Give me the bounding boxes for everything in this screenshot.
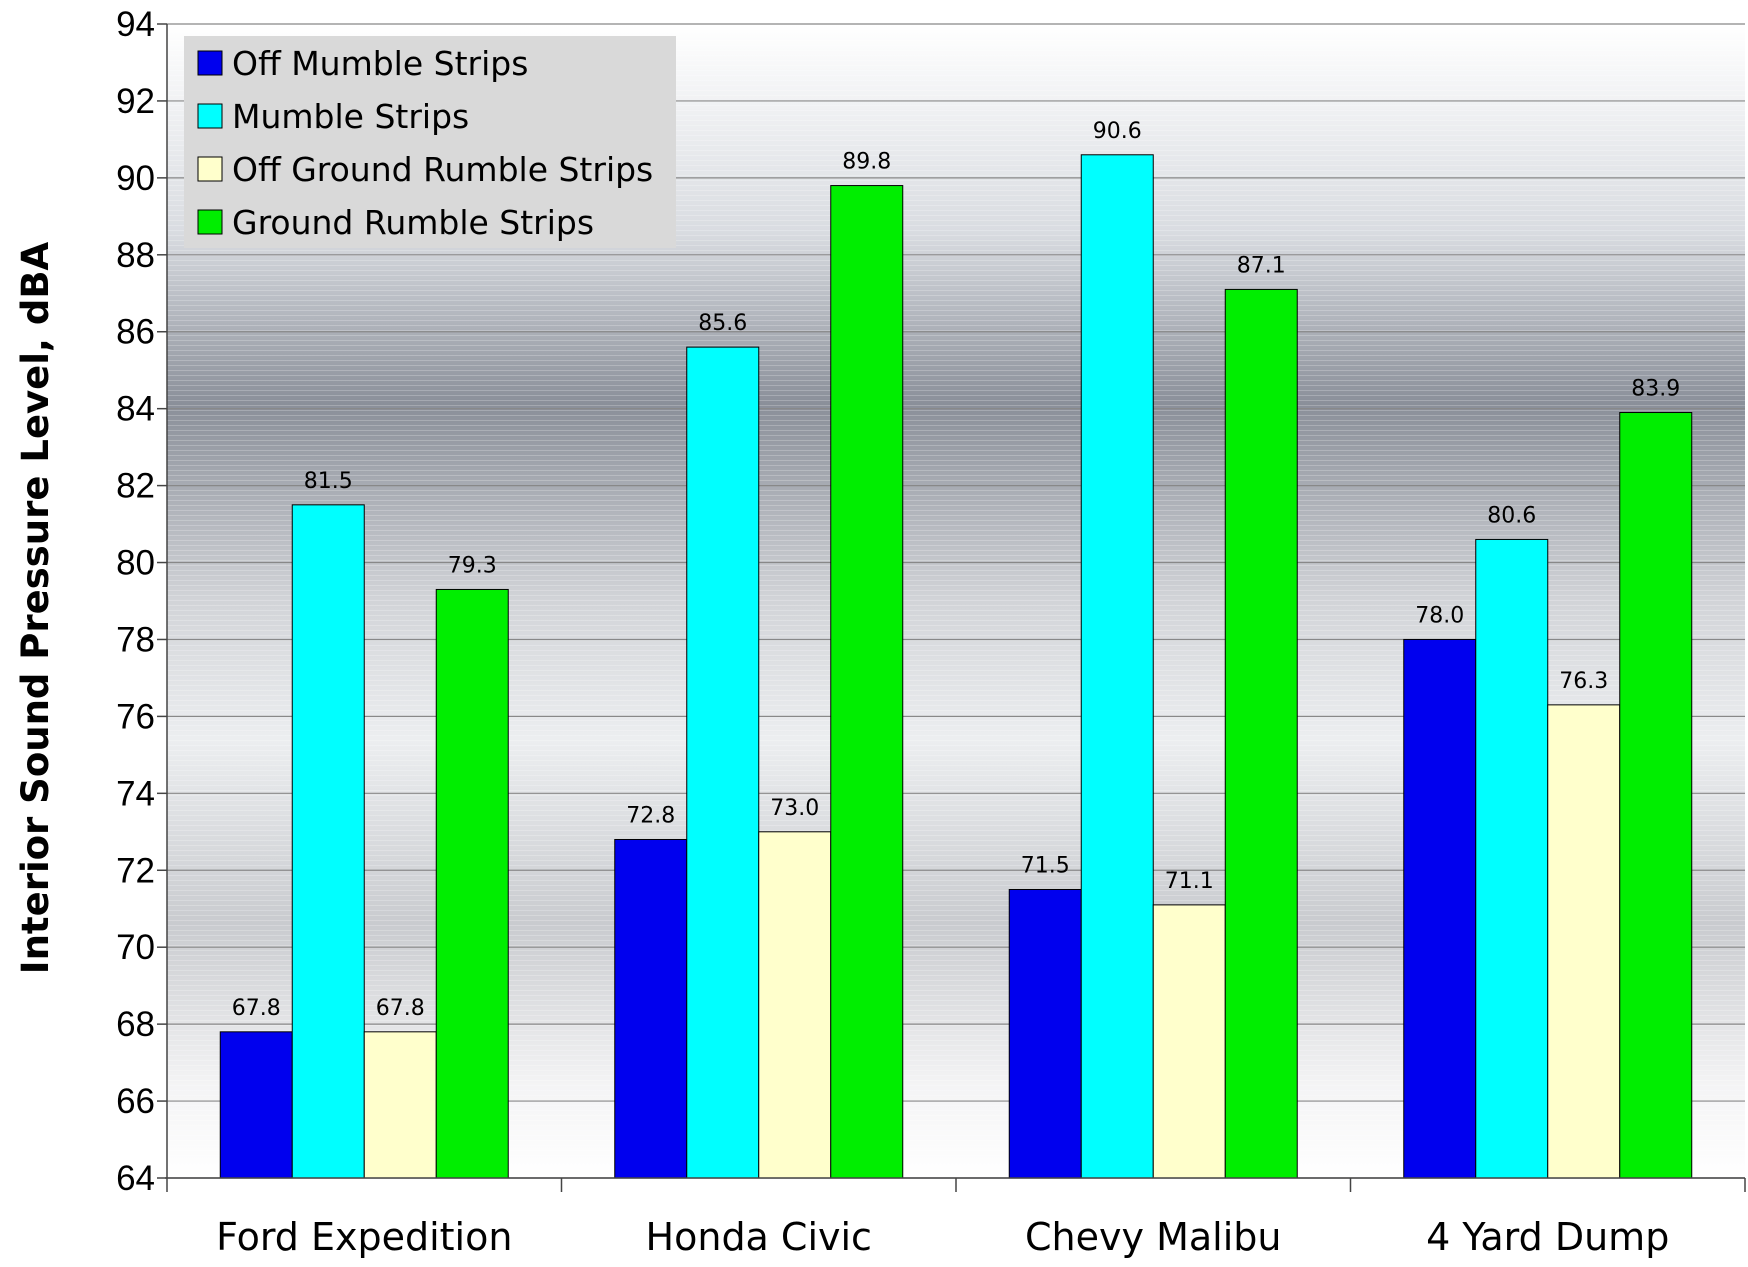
data-labels: 67.8 72.8 71.5 78.0 81.5 85.6 90.6 80.6 67.8 73.0… [232,119,1680,1021]
x-category-label: Chevy Malibu [1025,1215,1281,1259]
data-label: 71.1 [1165,869,1214,894]
bars [219,154,1693,1179]
legend-box [184,36,676,248]
legend-swatch [197,50,223,76]
bar [1403,638,1477,1179]
y-tick-label: 78 [116,620,155,659]
y-tick-label: 86 [116,313,155,352]
y-tick-label: 84 [116,390,155,429]
bar [291,504,365,1179]
legend-swatch [197,209,223,235]
y-axis-label: Interior Sound Pressure Level, dBA [14,241,57,974]
data-label: 73.0 [770,796,819,821]
bar [614,838,688,1179]
data-label: 78.0 [1415,603,1464,628]
data-label: 67.8 [232,996,281,1021]
y-tick-label: 66 [116,1082,155,1121]
x-category-label: Ford Expedition [216,1215,512,1259]
legend-swatch [197,156,223,182]
x-category-labels: Ford Expedition Honda Civic Chevy Malibu 4 … [216,1215,1669,1259]
data-label: 89.8 [842,150,891,175]
data-label: 80.6 [1487,503,1536,528]
y-tick-label: 68 [116,1005,155,1044]
y-tick-label: 92 [116,82,155,121]
axes [157,23,1746,1192]
data-label: 87.1 [1237,253,1286,278]
data-label: 67.8 [376,996,425,1021]
bar [1080,154,1154,1179]
x-category-label: 4 Yard Dump [1426,1215,1669,1259]
data-label: 79.3 [448,553,497,578]
data-label: 90.6 [1093,119,1142,144]
data-label: 72.8 [626,803,675,828]
y-tick-label: 88 [116,236,155,275]
y-tick-label: 64 [116,1159,155,1198]
bar [758,831,832,1179]
bar [219,1031,293,1179]
bar [1224,288,1298,1179]
bar [1547,704,1621,1179]
bar [1008,889,1082,1179]
y-tick-label: 74 [116,774,155,813]
y-tick-label: 70 [116,928,155,967]
legend-entry-label: Ground Rumble Strips [232,203,594,242]
data-label: 76.3 [1559,669,1608,694]
bar [363,1031,437,1179]
data-label: 81.5 [304,469,353,494]
bar [686,346,760,1179]
data-label: 71.5 [1021,854,1070,879]
y-tick-labels: 64 66 68 70 72 74 76 78 80 82 84 86 88 90 92 94 [116,5,155,1198]
data-label: 83.9 [1631,377,1680,402]
legend-entry-label: Off Mumble Strips [232,44,528,83]
bar [1152,904,1226,1179]
y-tick-label: 80 [116,544,155,583]
x-category-label: Honda Civic [646,1215,872,1259]
y-tick-label: 72 [116,851,155,890]
bar [1619,412,1693,1179]
y-tick-label: 82 [116,467,155,506]
y-tick-label: 94 [116,5,155,44]
y-tick-label: 90 [116,159,155,198]
legend-swatch [197,103,223,129]
bar [1475,538,1549,1179]
data-label: 85.6 [698,311,747,336]
bar [830,185,904,1179]
legend: Off Mumble Strips Mumble Strips Off Ground… [184,36,676,248]
legend-entry-label: Mumble Strips [232,97,469,136]
y-tick-label: 76 [116,697,155,736]
legend-entry-label: Off Ground Rumble Strips [232,150,653,189]
bar [435,588,509,1179]
